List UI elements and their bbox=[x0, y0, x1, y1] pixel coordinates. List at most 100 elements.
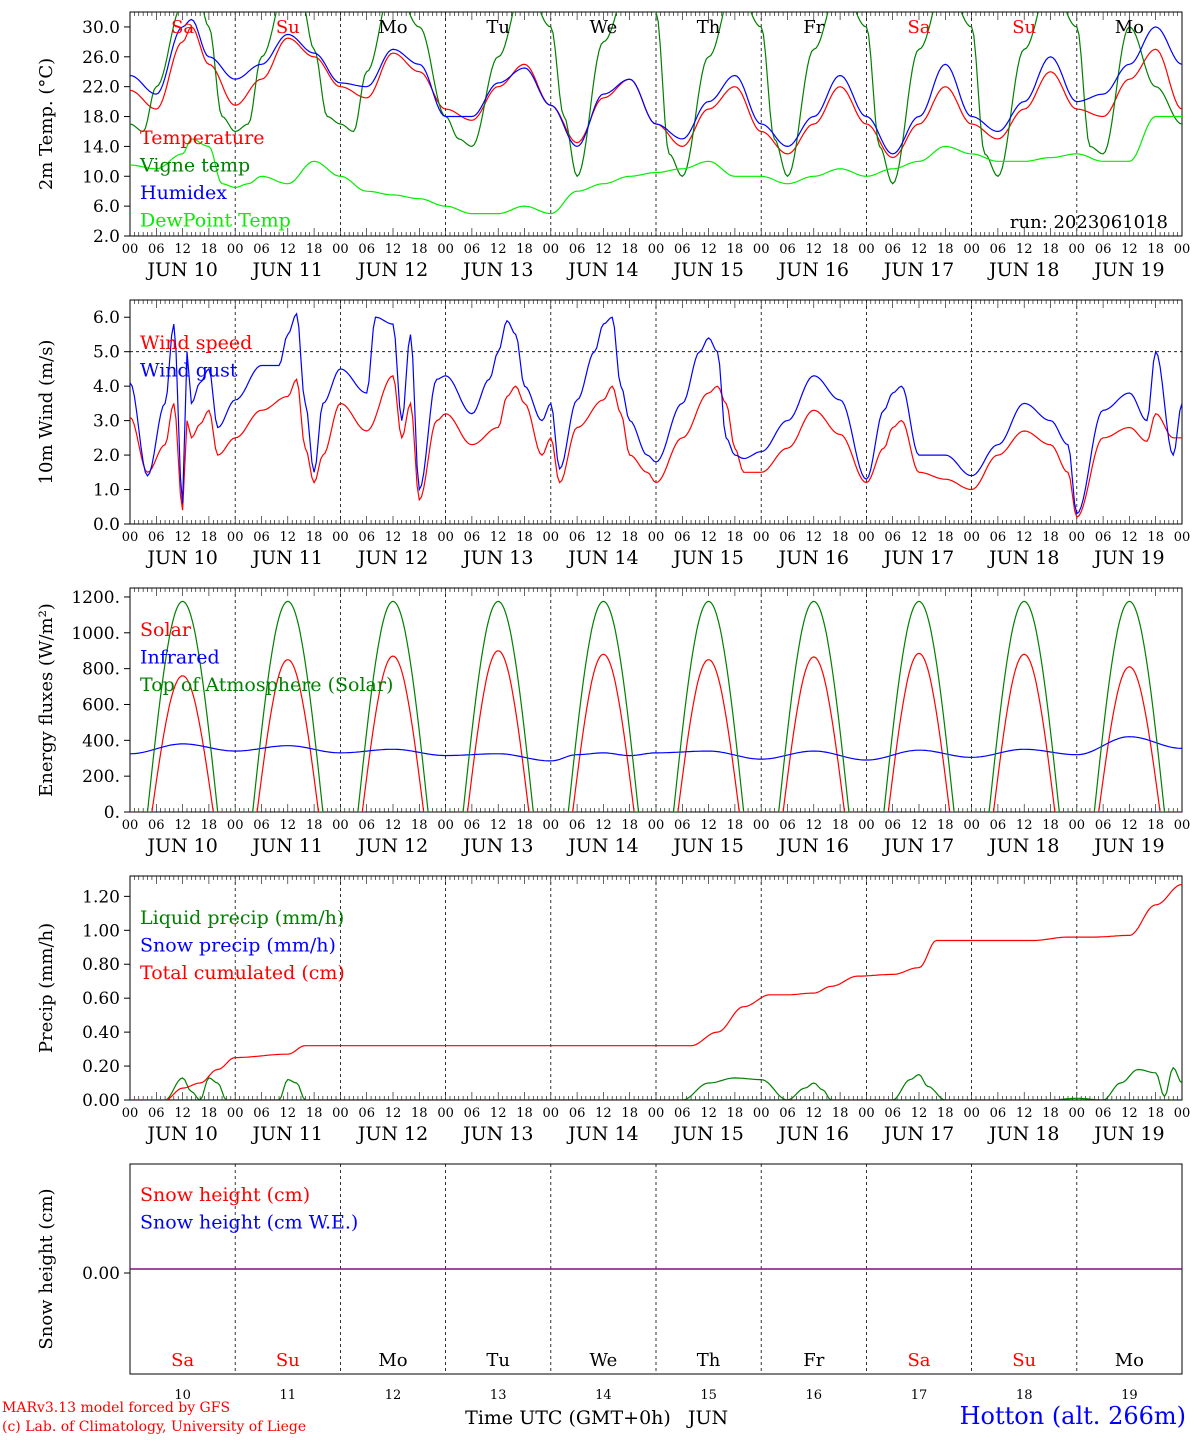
temp-legend-0: Temperature bbox=[140, 127, 264, 149]
energy-x-hour-label: 06 bbox=[884, 818, 901, 833]
energy-x-date-label: JUN 18 bbox=[987, 835, 1059, 857]
energy-x-date-label: JUN 11 bbox=[251, 835, 323, 857]
wind-x-hour-label: 06 bbox=[358, 530, 375, 545]
precip-x-hour-label: 12 bbox=[174, 1106, 191, 1121]
temp-x-hour-label: 06 bbox=[674, 242, 691, 257]
snow-legend-0: Snow height (cm) bbox=[140, 1184, 310, 1206]
energy-x-hour-label: 06 bbox=[464, 818, 481, 833]
energy-x-hour-label: 00 bbox=[648, 818, 665, 833]
wind-x-date-label: JUN 18 bbox=[987, 547, 1059, 569]
precip-x-hour-label: 12 bbox=[700, 1106, 717, 1121]
day-number-label: 19 bbox=[1121, 1388, 1138, 1403]
precip-x-hour-label: 06 bbox=[674, 1106, 691, 1121]
energy-x-hour-label: 00 bbox=[437, 818, 454, 833]
precip-x-hour-label: 18 bbox=[516, 1106, 533, 1121]
x-axis-title: Time UTC (GMT+0h) bbox=[465, 1407, 671, 1429]
wind-x-hour-label: 00 bbox=[437, 530, 454, 545]
precip-x-hour-label: 18 bbox=[1042, 1106, 1059, 1121]
precip-x-hour-label: 18 bbox=[306, 1106, 323, 1121]
wind-y-tick-label: 2.0 bbox=[93, 446, 120, 466]
wind-x-hour-label: 12 bbox=[806, 530, 823, 545]
precip-x-hour-label: 00 bbox=[1069, 1106, 1086, 1121]
temp-x-hour-label: 18 bbox=[516, 242, 533, 257]
wind-series-group bbox=[130, 312, 1182, 518]
wind-x-hour-label: 06 bbox=[569, 530, 586, 545]
wind-x-hour-label: 18 bbox=[1042, 530, 1059, 545]
energy-x-hour-label: 00 bbox=[1174, 818, 1191, 833]
wind-x-hour-label: 06 bbox=[779, 530, 796, 545]
snow-y-tick-label: 0.00 bbox=[82, 1264, 120, 1284]
precip-x-hour-label: 18 bbox=[727, 1106, 744, 1121]
wind-x-hour-label: 12 bbox=[280, 530, 297, 545]
wind-x-hour-label: 18 bbox=[201, 530, 218, 545]
temp-y-tick-label: 10.0 bbox=[82, 167, 120, 187]
energy-x-hour-label: 00 bbox=[543, 818, 560, 833]
temp-y-tick-label: 18.0 bbox=[82, 108, 120, 128]
wind-x-hour-label: 00 bbox=[963, 530, 980, 545]
energy-x-hour-label: 12 bbox=[174, 818, 191, 833]
wind-panel: 0.0 1.0 2.0 3.0 4.0 5.0 6.0 10m Wind (m/s) 00 06 1… bbox=[36, 299, 1191, 569]
temp-x-hour-label: 06 bbox=[990, 242, 1007, 257]
temp-legend-2: Humidex bbox=[140, 182, 227, 204]
energy-x-hour-label: 06 bbox=[358, 818, 375, 833]
wind-x-date-label: JUN 11 bbox=[251, 547, 323, 569]
weekday-label-top: Su bbox=[1012, 17, 1036, 38]
precip-x-date-label: JUN 13 bbox=[461, 1123, 533, 1145]
temp-x-date-label: JUN 16 bbox=[777, 259, 849, 281]
weekday-label-top: Sa bbox=[171, 17, 194, 38]
temp-series-humidex bbox=[130, 18, 1182, 155]
weekday-label-bottom: Sa bbox=[171, 1350, 194, 1371]
temp-x-hour-label: 12 bbox=[385, 242, 402, 257]
precip-y-axis-label: Precip (mm/h) bbox=[36, 923, 57, 1053]
wind-x-date-label: JUN 13 bbox=[461, 547, 533, 569]
precip-y-tick-label: 0.00 bbox=[82, 1091, 120, 1111]
weekday-label-top: Su bbox=[276, 17, 300, 38]
wind-x-hour-label: 00 bbox=[332, 530, 349, 545]
temp-x-hour-label: 18 bbox=[727, 242, 744, 257]
temp-x-hour-label: 18 bbox=[306, 242, 323, 257]
wind-y-tick-label: 6.0 bbox=[93, 308, 120, 328]
energy-x-hour-label: 00 bbox=[122, 818, 139, 833]
energy-y-tick-label: 800. bbox=[82, 660, 120, 680]
wind-x-date-label: JUN 16 bbox=[777, 547, 849, 569]
energy-series-solar bbox=[130, 650, 1182, 812]
wind-x-hour-label: 12 bbox=[174, 530, 191, 545]
wind-x-hour-label: 12 bbox=[595, 530, 612, 545]
footer-credit-model: MARv3.13 model forced by GFS bbox=[2, 1400, 231, 1416]
precip-x-hour-label: 06 bbox=[884, 1106, 901, 1121]
energy-y-tick-label: 1000. bbox=[71, 624, 120, 644]
precip-y-tick-label: 1.20 bbox=[82, 887, 120, 907]
temp-x-hour-label: 06 bbox=[464, 242, 481, 257]
weekday-label-top: Fr bbox=[803, 17, 824, 38]
energy-y-tick-label: 0. bbox=[104, 803, 120, 823]
precip-x-hour-label: 00 bbox=[963, 1106, 980, 1121]
wind-x-hour-label: 00 bbox=[1174, 530, 1191, 545]
wind-y-tick-label: 0.0 bbox=[93, 515, 120, 535]
day-number-label: 12 bbox=[385, 1388, 402, 1403]
wind-x-hour-label: 12 bbox=[1016, 530, 1033, 545]
energy-series-infrared bbox=[130, 736, 1182, 762]
energy-frame bbox=[129, 587, 1183, 813]
wind-x-hour-label: 18 bbox=[411, 530, 428, 545]
energy-y-tick-label: 600. bbox=[82, 695, 120, 715]
wind-legend-0: Wind speed bbox=[140, 332, 252, 354]
energy-x-date-label: JUN 16 bbox=[777, 835, 849, 857]
weekday-label-bottom: Su bbox=[276, 1350, 300, 1371]
wind-x-hour-label: 06 bbox=[148, 530, 165, 545]
precip-x-date-label: JUN 17 bbox=[882, 1123, 954, 1145]
energy-legend-1: Infrared bbox=[140, 647, 220, 669]
temp-x-hour-label: 00 bbox=[543, 242, 560, 257]
energy-x-date-label: JUN 15 bbox=[671, 835, 743, 857]
wind-x-date-label: JUN 19 bbox=[1092, 547, 1164, 569]
footer-credit-lab: (c) Lab. of Climatology, University of L… bbox=[2, 1419, 307, 1435]
energy-x-hour-label: 12 bbox=[911, 818, 928, 833]
wind-x-hour-label: 00 bbox=[543, 530, 560, 545]
precip-y-tick-label: 0.80 bbox=[82, 955, 120, 975]
wind-x-hour-label: 18 bbox=[621, 530, 638, 545]
wind-x-date-label: JUN 10 bbox=[145, 547, 217, 569]
energy-x-hour-label: 12 bbox=[595, 818, 612, 833]
energy-x-hour-label: 12 bbox=[490, 818, 507, 833]
day-number-label: 10 bbox=[174, 1388, 191, 1403]
